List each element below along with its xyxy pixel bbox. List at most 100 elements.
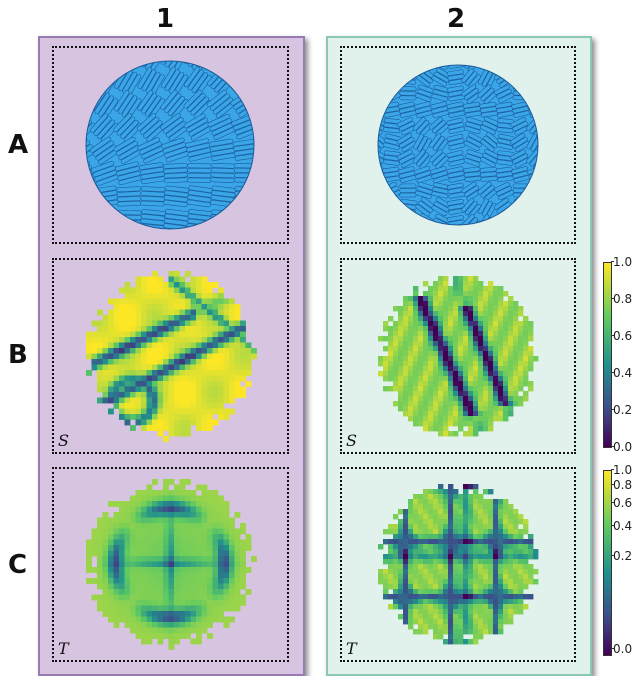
heatmap-cell: [478, 356, 484, 362]
heatmap-cell: [428, 396, 434, 402]
heatmap-cell: [223, 506, 230, 513]
heatmap-cell: [438, 574, 444, 580]
heatmap-cell: [190, 611, 197, 617]
rod-particle: [479, 101, 497, 109]
heatmap-cell: [146, 309, 153, 316]
heatmap-cell: [488, 544, 494, 550]
rod-particle: [187, 61, 205, 67]
heatmap-cell: [438, 286, 444, 292]
heatmap-cell: [130, 517, 136, 524]
heatmap-cell: [185, 370, 191, 376]
heatmap-cell: [168, 539, 175, 546]
heatmap-cell: [152, 419, 158, 426]
heatmap-cell: [108, 589, 114, 595]
heatmap-cell: [190, 331, 197, 338]
heatmap-cell: [157, 539, 164, 546]
heatmap-cell: [168, 315, 175, 321]
heatmap-cell: [207, 572, 213, 579]
heatmap-cell: [528, 564, 534, 570]
heatmap-cell: [393, 529, 399, 535]
heatmap-cell: [403, 346, 409, 352]
rod-particle: [350, 158, 367, 167]
heatmap-cell: [135, 616, 142, 623]
heatmap-cell: [108, 309, 114, 316]
heatmap-cell: [174, 320, 180, 327]
heatmap-cell: [478, 559, 484, 565]
rod-particle: [54, 113, 63, 133]
heatmap-cell: [157, 282, 164, 288]
heatmap-cell: [102, 539, 109, 546]
rod-particle: [141, 69, 157, 92]
heatmap-cell: [493, 504, 499, 510]
rod-particle: [54, 169, 71, 183]
heatmap-cell: [108, 578, 114, 584]
heatmap-cell: [418, 499, 424, 505]
heatmap-cell: [135, 605, 142, 612]
heatmap-cell: [97, 539, 103, 546]
heatmap-cell: [438, 341, 444, 347]
rod-particle: [511, 166, 528, 174]
rod-particle: [86, 140, 90, 157]
rod-particle: [432, 232, 449, 237]
heatmap-cell: [108, 583, 114, 590]
heatmap-cell: [152, 353, 158, 360]
rod-particle: [378, 65, 380, 70]
heatmap-cell: [428, 416, 434, 422]
rod-particle: [116, 224, 142, 229]
rod-particle: [479, 124, 496, 135]
rod-particle: [400, 69, 418, 76]
heatmap-cell: [403, 544, 409, 550]
heatmap-cell: [423, 514, 429, 520]
heatmap-cell: [418, 544, 424, 550]
rod-particle: [382, 235, 399, 242]
heatmap-cell: [207, 337, 213, 343]
heatmap-cell: [201, 616, 208, 623]
heatmap-cell: [493, 371, 499, 377]
rod-particle: [93, 238, 117, 242]
rod-particle: [545, 170, 562, 179]
heatmap-cell: [240, 326, 246, 332]
heatmap-cell: [448, 376, 454, 382]
row-label-a: A: [8, 130, 29, 160]
heatmap-cell: [393, 321, 399, 327]
heatmap-cell: [408, 539, 414, 545]
heatmap-cell: [212, 282, 219, 288]
heatmap-cell: [433, 624, 439, 630]
heatmap-cell: [229, 386, 235, 393]
heatmap-cell: [448, 494, 454, 500]
heatmap-cell: [130, 567, 136, 573]
heatmap-cell: [428, 386, 434, 392]
heatmap-cell: [488, 426, 494, 432]
heatmap-cell: [179, 370, 186, 376]
heatmap-cell: [119, 337, 125, 343]
rod-particle: [378, 73, 384, 89]
heatmap-cell: [108, 337, 114, 343]
heatmap-cell: [179, 342, 186, 349]
rod-particle: [141, 209, 166, 216]
heatmap-cell: [113, 550, 120, 557]
rod-particle: [513, 241, 530, 242]
heatmap-cell: [498, 609, 504, 615]
heatmap-cell: [146, 375, 153, 382]
rod-particle: [187, 168, 212, 174]
rod-particle: [54, 198, 73, 210]
rod-particle: [547, 71, 563, 83]
heatmap-cell: [185, 561, 191, 568]
heatmap-cell: [503, 361, 509, 367]
heatmap-cell: [403, 549, 409, 555]
heatmap-cell: [403, 336, 409, 342]
rod-particle: [54, 136, 64, 153]
heatmap-cell: [478, 351, 484, 357]
heatmap-cell: [488, 594, 494, 600]
heatmap-cell: [157, 414, 164, 420]
heatmap-cell: [179, 627, 186, 634]
heatmap-cell: [433, 634, 439, 640]
heatmap-cell: [146, 633, 153, 639]
rod-particle: [92, 140, 114, 157]
heatmap-cell: [190, 298, 197, 305]
heatmap-cell: [135, 414, 142, 420]
heatmap-cell: [488, 391, 494, 397]
heatmap-cell: [207, 611, 213, 617]
heatmap-cell: [498, 401, 504, 407]
heatmap-cell: [157, 545, 164, 551]
